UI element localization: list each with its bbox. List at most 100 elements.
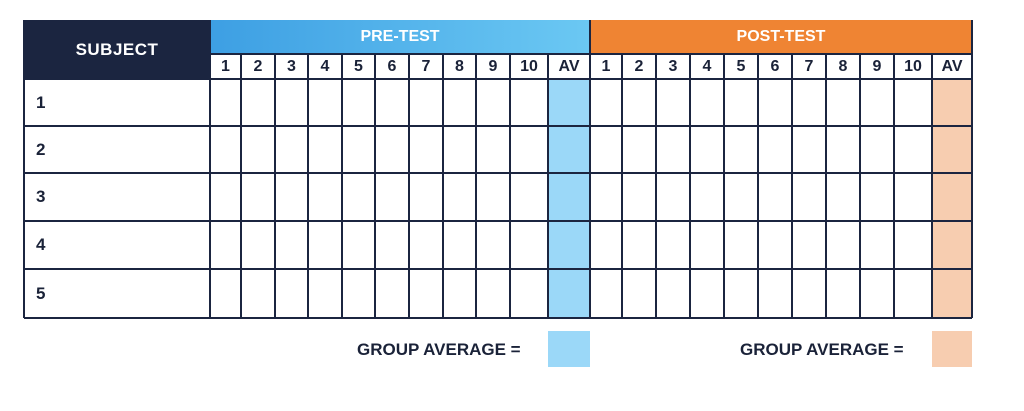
- post-score-cell-subject-2-8[interactable]: [826, 126, 860, 173]
- pre-score-cell-subject-5-1[interactable]: [210, 269, 241, 318]
- pre-group-average-box[interactable]: [548, 331, 590, 367]
- pre-score-cell-subject-2-9[interactable]: [476, 126, 510, 173]
- pre-score-cell-subject-4-8[interactable]: [443, 221, 476, 269]
- pre-score-cell-subject-4-1[interactable]: [210, 221, 241, 269]
- post-score-cell-subject-3-6[interactable]: [758, 173, 792, 221]
- pre-score-cell-subject-5-4[interactable]: [308, 269, 342, 318]
- pre-score-cell-subject-1-6[interactable]: [375, 79, 409, 126]
- post-score-cell-subject-4-5[interactable]: [724, 221, 758, 269]
- post-score-cell-subject-5-8[interactable]: [826, 269, 860, 318]
- pre-score-cell-subject-4-9[interactable]: [476, 221, 510, 269]
- pre-score-cell-subject-2-7[interactable]: [409, 126, 443, 173]
- pre-score-cell-subject-4-7[interactable]: [409, 221, 443, 269]
- post-score-cell-subject-3-4[interactable]: [690, 173, 724, 221]
- pre-score-cell-subject-2-8[interactable]: [443, 126, 476, 173]
- post-score-cell-subject-4-10[interactable]: [894, 221, 932, 269]
- post-score-cell-subject-5-4[interactable]: [690, 269, 724, 318]
- pre-score-cell-subject-1-9[interactable]: [476, 79, 510, 126]
- post-score-cell-subject-3-5[interactable]: [724, 173, 758, 221]
- pre-score-cell-subject-2-6[interactable]: [375, 126, 409, 173]
- post-score-cell-subject-1-4[interactable]: [690, 79, 724, 126]
- post-score-cell-subject-1-7[interactable]: [792, 79, 826, 126]
- post-score-cell-subject-5-1[interactable]: [590, 269, 622, 318]
- post-score-cell-subject-5-3[interactable]: [656, 269, 690, 318]
- pre-score-cell-subject-1-10[interactable]: [510, 79, 548, 126]
- pre-score-cell-subject-3-8[interactable]: [443, 173, 476, 221]
- pre-score-cell-subject-2-av[interactable]: [548, 126, 590, 173]
- pre-score-cell-subject-3-6[interactable]: [375, 173, 409, 221]
- pre-score-cell-subject-2-1[interactable]: [210, 126, 241, 173]
- post-score-cell-subject-5-5[interactable]: [724, 269, 758, 318]
- pre-score-cell-subject-2-2[interactable]: [241, 126, 275, 173]
- post-score-cell-subject-3-8[interactable]: [826, 173, 860, 221]
- post-score-cell-subject-1-1[interactable]: [590, 79, 622, 126]
- post-score-cell-subject-1-10[interactable]: [894, 79, 932, 126]
- post-score-cell-subject-2-3[interactable]: [656, 126, 690, 173]
- pre-score-cell-subject-4-3[interactable]: [275, 221, 308, 269]
- post-score-cell-subject-2-av[interactable]: [932, 126, 972, 173]
- post-score-cell-subject-2-9[interactable]: [860, 126, 894, 173]
- pre-score-cell-subject-5-av[interactable]: [548, 269, 590, 318]
- pre-score-cell-subject-1-5[interactable]: [342, 79, 375, 126]
- post-score-cell-subject-5-av[interactable]: [932, 269, 972, 318]
- pre-score-cell-subject-3-5[interactable]: [342, 173, 375, 221]
- post-score-cell-subject-4-av[interactable]: [932, 221, 972, 269]
- post-score-cell-subject-5-7[interactable]: [792, 269, 826, 318]
- post-score-cell-subject-2-6[interactable]: [758, 126, 792, 173]
- post-score-cell-subject-5-10[interactable]: [894, 269, 932, 318]
- post-score-cell-subject-4-1[interactable]: [590, 221, 622, 269]
- post-score-cell-subject-1-2[interactable]: [622, 79, 656, 126]
- post-score-cell-subject-5-6[interactable]: [758, 269, 792, 318]
- post-score-cell-subject-4-9[interactable]: [860, 221, 894, 269]
- post-score-cell-subject-3-av[interactable]: [932, 173, 972, 221]
- pre-score-cell-subject-5-5[interactable]: [342, 269, 375, 318]
- post-score-cell-subject-2-1[interactable]: [590, 126, 622, 173]
- pre-score-cell-subject-3-2[interactable]: [241, 173, 275, 221]
- pre-score-cell-subject-5-10[interactable]: [510, 269, 548, 318]
- pre-score-cell-subject-3-av[interactable]: [548, 173, 590, 221]
- post-score-cell-subject-2-10[interactable]: [894, 126, 932, 173]
- post-score-cell-subject-1-5[interactable]: [724, 79, 758, 126]
- pre-score-cell-subject-1-2[interactable]: [241, 79, 275, 126]
- pre-score-cell-subject-1-av[interactable]: [548, 79, 590, 126]
- post-score-cell-subject-3-7[interactable]: [792, 173, 826, 221]
- pre-score-cell-subject-3-4[interactable]: [308, 173, 342, 221]
- pre-score-cell-subject-5-9[interactable]: [476, 269, 510, 318]
- post-score-cell-subject-3-2[interactable]: [622, 173, 656, 221]
- pre-score-cell-subject-4-av[interactable]: [548, 221, 590, 269]
- post-score-cell-subject-1-av[interactable]: [932, 79, 972, 126]
- pre-score-cell-subject-4-4[interactable]: [308, 221, 342, 269]
- post-score-cell-subject-1-9[interactable]: [860, 79, 894, 126]
- post-score-cell-subject-2-4[interactable]: [690, 126, 724, 173]
- post-score-cell-subject-4-8[interactable]: [826, 221, 860, 269]
- post-score-cell-subject-4-4[interactable]: [690, 221, 724, 269]
- pre-score-cell-subject-3-9[interactable]: [476, 173, 510, 221]
- post-score-cell-subject-4-2[interactable]: [622, 221, 656, 269]
- post-score-cell-subject-4-6[interactable]: [758, 221, 792, 269]
- pre-score-cell-subject-4-2[interactable]: [241, 221, 275, 269]
- post-score-cell-subject-1-8[interactable]: [826, 79, 860, 126]
- pre-score-cell-subject-3-10[interactable]: [510, 173, 548, 221]
- pre-score-cell-subject-3-7[interactable]: [409, 173, 443, 221]
- pre-score-cell-subject-1-4[interactable]: [308, 79, 342, 126]
- post-score-cell-subject-4-7[interactable]: [792, 221, 826, 269]
- post-score-cell-subject-3-3[interactable]: [656, 173, 690, 221]
- post-group-average-box[interactable]: [932, 331, 972, 367]
- pre-score-cell-subject-1-8[interactable]: [443, 79, 476, 126]
- pre-score-cell-subject-5-2[interactable]: [241, 269, 275, 318]
- post-score-cell-subject-2-7[interactable]: [792, 126, 826, 173]
- pre-score-cell-subject-4-10[interactable]: [510, 221, 548, 269]
- pre-score-cell-subject-2-4[interactable]: [308, 126, 342, 173]
- post-score-cell-subject-4-3[interactable]: [656, 221, 690, 269]
- post-score-cell-subject-2-5[interactable]: [724, 126, 758, 173]
- post-score-cell-subject-2-2[interactable]: [622, 126, 656, 173]
- post-score-cell-subject-1-6[interactable]: [758, 79, 792, 126]
- pre-score-cell-subject-3-1[interactable]: [210, 173, 241, 221]
- post-score-cell-subject-5-9[interactable]: [860, 269, 894, 318]
- post-score-cell-subject-1-3[interactable]: [656, 79, 690, 126]
- pre-score-cell-subject-2-10[interactable]: [510, 126, 548, 173]
- post-score-cell-subject-5-2[interactable]: [622, 269, 656, 318]
- pre-score-cell-subject-3-3[interactable]: [275, 173, 308, 221]
- pre-score-cell-subject-2-5[interactable]: [342, 126, 375, 173]
- post-score-cell-subject-3-1[interactable]: [590, 173, 622, 221]
